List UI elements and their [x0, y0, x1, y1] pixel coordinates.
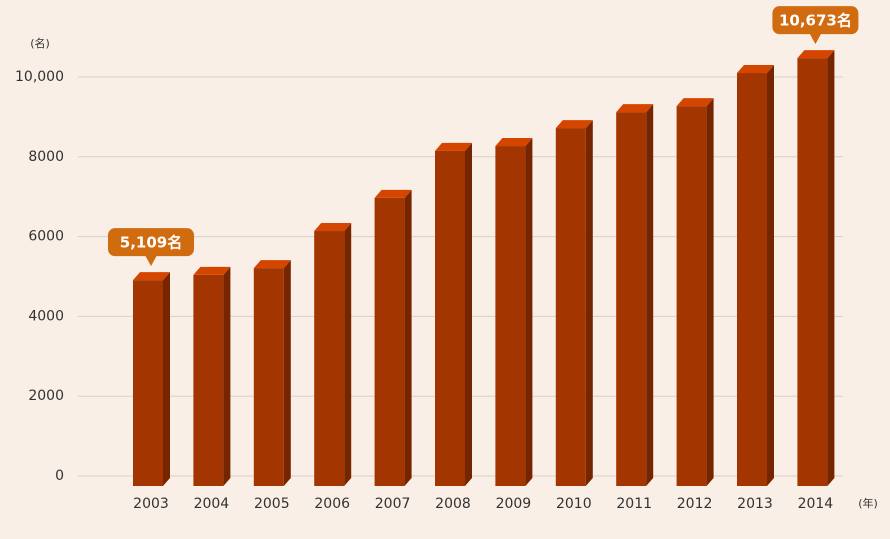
bar-top: [314, 223, 352, 232]
bar-side: [706, 98, 714, 486]
value-label-pointer: [145, 255, 157, 267]
bar-top: [676, 98, 714, 107]
x-tick-label: 2004: [194, 496, 230, 512]
bar-top: [133, 272, 170, 281]
bar-front: [133, 280, 163, 486]
x-axis-label: (年): [858, 496, 878, 510]
bar-side: [344, 223, 352, 486]
value-label: 10,673名: [779, 12, 852, 30]
bar-front: [193, 274, 224, 486]
x-tick-label: 2011: [616, 496, 652, 512]
bar-top: [253, 260, 291, 269]
y-tick-label: 10,000: [15, 69, 64, 85]
bar-front: [676, 106, 707, 486]
bar-front: [737, 73, 767, 486]
bar-front: [314, 231, 345, 486]
bar-top: [797, 50, 835, 59]
bar-side: [767, 65, 774, 486]
x-tick-label: 2014: [798, 496, 834, 512]
bar-side: [223, 266, 231, 486]
bar-top: [616, 104, 654, 113]
x-tick-label: 2007: [375, 496, 411, 512]
bar-side: [585, 120, 593, 486]
bar-side: [163, 272, 170, 486]
x-tick-label: 2013: [737, 496, 773, 512]
bar-side: [283, 260, 291, 486]
bar-front: [435, 150, 465, 486]
bar-top: [193, 266, 231, 275]
bar-top: [555, 120, 593, 129]
bar-front: [797, 58, 828, 486]
bar-side: [646, 104, 654, 486]
value-label-box: [772, 6, 859, 35]
bar-front: [616, 112, 647, 486]
bar-side: [525, 138, 533, 486]
bar-top: [737, 65, 774, 74]
bar-top: [374, 189, 412, 198]
x-tick-label: 2005: [254, 496, 290, 512]
bar-front: [374, 197, 405, 487]
bar-front: [555, 128, 586, 487]
bar-top: [435, 142, 472, 151]
value-label-pointer: [809, 33, 822, 45]
bar-side: [827, 50, 835, 486]
x-tick-label: 2008: [435, 496, 471, 512]
bar-side: [404, 189, 412, 487]
y-tick-label: 4000: [28, 308, 64, 324]
bar-front: [495, 146, 526, 486]
y-tick-label: 0: [55, 468, 64, 484]
y-tick-label: 8000: [28, 149, 64, 165]
value-label: 5,109名: [120, 234, 182, 252]
x-tick-label: 2003: [133, 496, 169, 512]
value-label-box: [108, 228, 194, 257]
bar-front: [253, 268, 284, 486]
y-axis-label: (名): [30, 36, 50, 50]
x-tick-label: 2009: [496, 496, 532, 512]
bar-top: [495, 138, 533, 147]
x-tick-label: 2012: [677, 496, 713, 512]
y-tick-label: 6000: [28, 229, 64, 245]
bar-side: [465, 142, 472, 486]
x-tick-label: 2006: [314, 496, 350, 512]
y-tick-label: 2000: [28, 388, 64, 404]
x-tick-label: 2010: [556, 496, 592, 512]
